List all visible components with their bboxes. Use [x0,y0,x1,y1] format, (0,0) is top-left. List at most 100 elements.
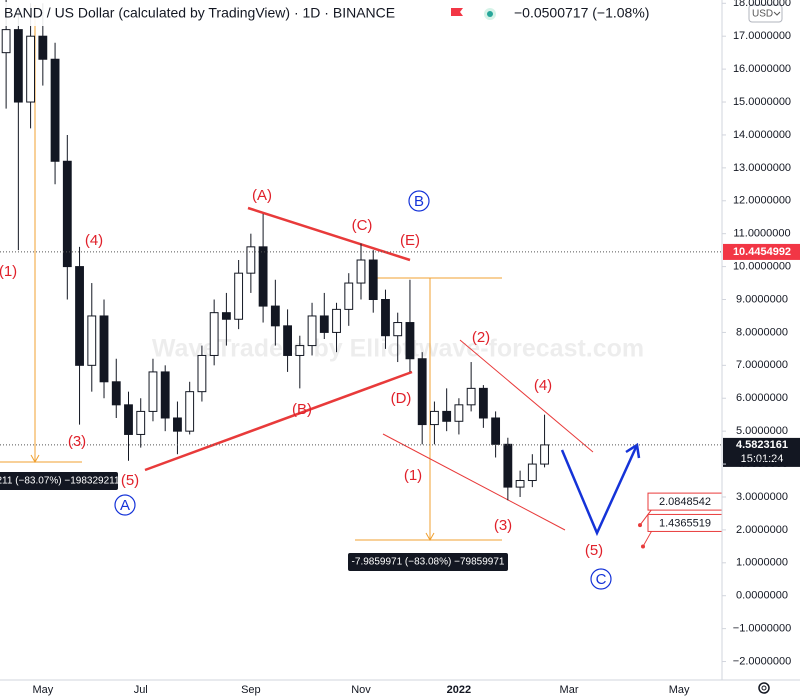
wave-label: (B) [292,401,312,418]
wave-circle [114,494,136,516]
wave-label: (1) [404,467,422,484]
measure-label: 211 (−83.07%) −198329211 [0,476,120,487]
y-tick-label: 5.0000000 [736,425,788,437]
price-label-bg [723,243,800,260]
wave-label: (3) [68,433,86,450]
candles [1,0,549,501]
y-tick-label: 17.0000000 [733,30,791,42]
target-dot [638,523,642,528]
wave-circle [590,568,612,590]
wave-label: (3) [494,517,512,534]
wave-label: (4) [534,377,552,394]
wave-label: (5) [121,472,139,489]
y-tick-label: 11.0000000 [733,228,790,240]
header-bg [0,2,660,26]
candle-body [417,358,427,426]
x-tick-label: 2022 [447,684,471,696]
candle-body [466,387,476,406]
candle-body [295,345,305,356]
y-tick-label: 7.0000000 [736,359,788,371]
candle-body [503,443,513,488]
target-pointer [639,508,653,526]
price-label: 10.4454992 [733,246,791,258]
wave-circle [408,190,430,212]
y-tick-label: 12.0000000 [733,195,791,207]
y-tick-label: 8.0000000 [736,326,788,338]
candle-body [319,315,329,333]
currency-select[interactable] [748,4,783,23]
y-tick-label: −2.0000000 [733,655,791,667]
measure-label: -7.9859971 (−83.08%) −79859971 [352,557,505,568]
currency[interactable]: USD [752,9,773,20]
y-tick-label: 15.0000000 [733,96,791,108]
overlay: 10.4454992 4.5823161 15:01:24 2.0848542 1.43… [0,187,800,590]
wave-label: (1) [0,263,17,280]
candle-body [209,312,219,356]
candle-body [258,246,268,307]
candle-body [246,246,256,274]
candle-body [368,259,378,301]
candle-body [405,322,415,360]
wave-label: (A) [252,187,272,204]
y-tick-label: 0.0000000 [736,590,788,602]
settings-icon[interactable] [758,682,770,694]
candle-body [173,417,182,432]
price-label: 4.5823161 [736,439,788,451]
symbol-title: BAND / US Dollar (calculated by TradingV… [4,5,395,21]
price-label-bg [723,437,800,467]
y-tick-label: 3.0000000 [736,491,788,503]
wave-label: (E) [400,232,420,249]
circle-label: C [596,571,607,588]
candle-body [75,266,84,366]
target-dot [641,544,645,549]
y-tick-label: 1.0000000 [736,557,788,569]
candle-body [344,282,354,310]
candle-body [515,480,525,488]
y-tick-label: 13.0000000 [733,162,791,174]
candle-body [160,371,170,419]
candle-body [124,404,133,435]
change: −0.0500717 (−1.08%) [514,5,649,21]
status-dot [487,11,493,17]
candle-body [356,259,366,284]
candle-body [332,308,341,333]
flag-icon[interactable] [451,8,463,16]
y-tick-label: 4.0000000 [736,458,788,470]
target-label: 2.0848542 [659,496,711,508]
candle-body [99,315,109,383]
candle-body [26,35,36,103]
y-tick-label: 14.0000000 [733,129,791,141]
circle-label: A [120,497,130,514]
x-tick-label: Jul [134,684,148,696]
candle-body [87,315,97,366]
candle-body [540,444,549,465]
candle-body [454,404,464,422]
target-pointer [642,530,653,547]
trendlines [144,206,594,531]
wave-label: (C) [352,217,373,234]
y-tick-label: 18.0000000 [733,0,791,9]
wave-label: (2) [472,329,490,346]
candle-body [1,29,11,54]
wave-label: (D) [391,390,412,407]
candle-body [136,410,146,435]
target-label: 1.4365519 [659,517,711,529]
candle-body [197,354,207,393]
dropdown-icon [773,11,781,16]
candle-body [283,325,292,356]
candle-body [430,410,439,426]
measure-box [348,553,508,571]
candle-body [478,387,488,419]
y-tick-label: 2.0000000 [736,524,788,536]
x-tick-label: Sep [241,684,261,696]
candle-body [491,417,501,445]
countdown: 15:01:24 [741,453,784,465]
candle-body [442,410,452,422]
candle-body [111,381,121,406]
candle-body [148,371,158,412]
candle-body [270,305,280,327]
x-tick-label: Mar [560,684,579,696]
candle-body [62,160,72,268]
candle-body [38,35,48,60]
